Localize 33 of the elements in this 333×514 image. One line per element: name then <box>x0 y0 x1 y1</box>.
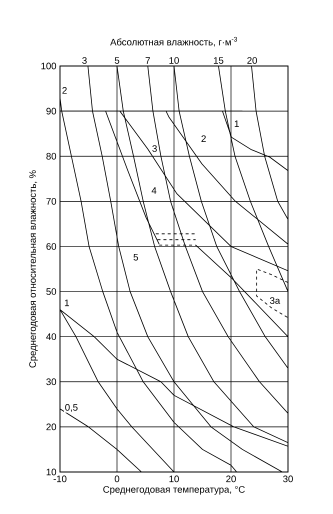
y-tick-label: 30 <box>46 378 56 386</box>
annotation: 7 <box>146 57 150 64</box>
x-tick-label: 30 <box>283 476 293 482</box>
annotation: 3 <box>152 145 157 152</box>
x-tick-label: 20 <box>226 476 236 482</box>
annotation: 20 <box>247 57 257 64</box>
x-tick-label: 10 <box>169 476 179 482</box>
annotation: 3 <box>82 57 87 64</box>
annotation: 15 <box>214 57 224 64</box>
y-axis-title: Среднегодовая относительная влажность, % <box>29 170 38 368</box>
annotation: 2 <box>201 135 206 142</box>
annotation: 3а <box>270 297 280 304</box>
y-tick-label: 90 <box>46 108 56 114</box>
y-tick-label: 10 <box>46 468 56 476</box>
annotation: 2 <box>62 87 67 94</box>
annotation: 10 <box>169 57 179 64</box>
x-tick-label: 0 <box>114 476 120 482</box>
annotation: 5 <box>114 57 120 64</box>
annotation: 1 <box>234 120 239 128</box>
y-tick-label: 40 <box>46 333 56 340</box>
annotation: 0,5 <box>65 404 78 412</box>
y-tick-label: 20 <box>46 424 56 430</box>
annotation: 1 <box>64 300 70 306</box>
annotation: 5 <box>134 254 138 261</box>
y-tick-label: 70 <box>46 198 56 205</box>
y-tick-label: 100 <box>41 62 56 70</box>
x2-axis-title: Абсолютная влажность, г·м$^{-3}$ <box>110 36 238 47</box>
y-tick-label: 80 <box>46 152 56 160</box>
y-tick-label: 50 <box>46 288 56 295</box>
y-tick-label: 60 <box>46 243 56 250</box>
annotation: 4 <box>152 187 156 194</box>
x-tick-label: -10 <box>54 476 66 482</box>
x-axis-title: Среднегодовая температура, °C <box>103 486 245 495</box>
